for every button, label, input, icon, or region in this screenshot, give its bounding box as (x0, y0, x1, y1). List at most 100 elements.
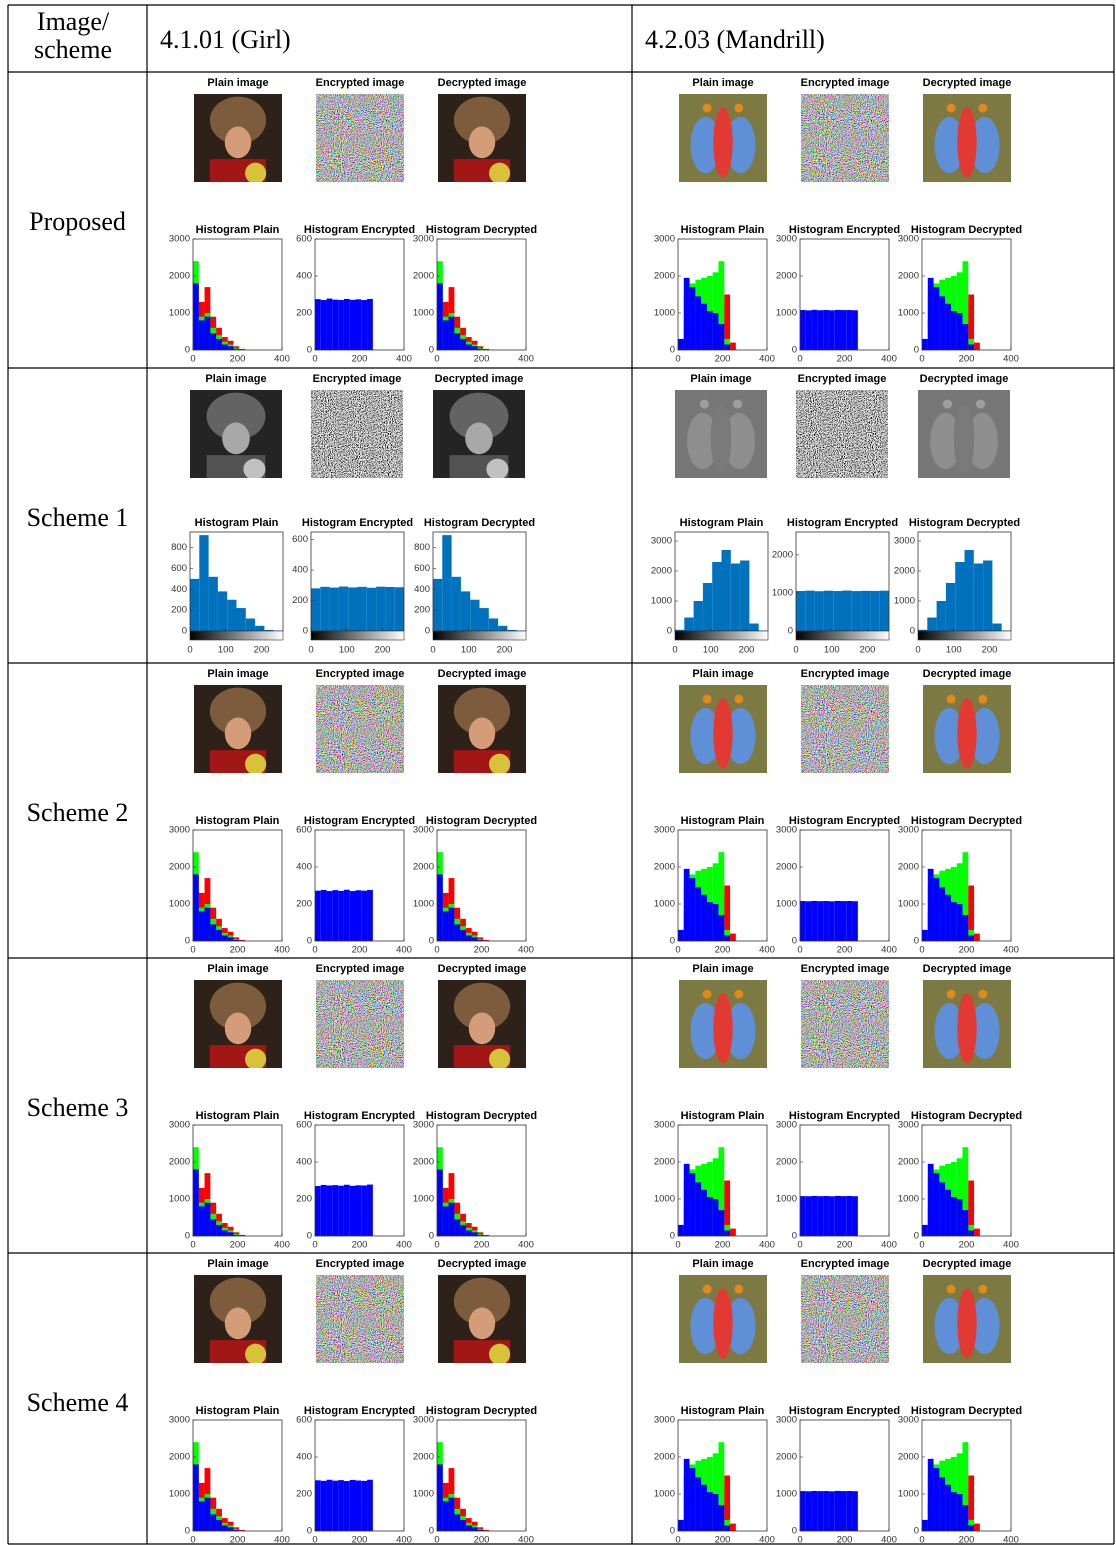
histogram-title: Histogram Decrypted (911, 815, 1022, 827)
histogram-bar (928, 1459, 934, 1531)
image-title: Encrypted image (798, 373, 887, 385)
y-tick-label: 3000 (169, 234, 190, 245)
histogram-bar (222, 1230, 228, 1236)
y-tick-label: 2000 (169, 271, 190, 282)
picture (194, 94, 282, 184)
flowers (489, 1344, 510, 1365)
y-tick-label: 2000 (413, 862, 434, 873)
histogram-bar (355, 890, 361, 941)
x-tick-label: 400 (396, 354, 412, 365)
histogram-bar (937, 601, 946, 631)
histogram-bar (690, 1173, 696, 1236)
histogram-bar (962, 1210, 968, 1236)
page: Plain imageEncrypted imageDecrypted imag… (0, 0, 1116, 1545)
histogram-title: Histogram Plain (681, 1405, 765, 1417)
histogram-bar (367, 1185, 373, 1236)
image-title: Encrypted image (316, 77, 405, 89)
nose (713, 698, 732, 768)
histogram-bar (237, 608, 246, 631)
nose (713, 107, 732, 177)
y-tick-label: 2000 (413, 1157, 434, 1168)
y-tick-label: 1000 (654, 899, 675, 910)
y-tick-label: 2000 (894, 566, 915, 577)
histogram-bar (852, 1196, 858, 1236)
x-tick-label: 200 (959, 354, 975, 365)
y-tick-label: 2000 (898, 1157, 919, 1168)
y-tick-label: 2000 (654, 1452, 675, 1463)
histogram-bar (344, 890, 350, 941)
histogram-title: Histogram Decrypted (911, 1405, 1022, 1417)
x-tick-label: 0 (919, 354, 924, 365)
histogram-bar (852, 1491, 858, 1531)
y-tick-label: 0 (429, 1231, 434, 1242)
histogram-bar (193, 874, 199, 941)
x-tick-label: 200 (352, 1535, 368, 1545)
picture-content (194, 685, 282, 775)
histogram-bar (454, 1219, 460, 1236)
histogram-bar (823, 901, 829, 941)
row-label: Scheme 3 (8, 1094, 147, 1122)
histogram-bar (951, 311, 957, 350)
x-tick-label: 200 (715, 1535, 731, 1545)
noise (316, 1275, 404, 1363)
face (469, 1013, 495, 1045)
y-tick-label: 600 (296, 825, 312, 836)
picture (801, 1275, 889, 1363)
flowers (243, 459, 265, 480)
histogram-bar (730, 1524, 736, 1531)
y-tick-label: 600 (171, 563, 187, 574)
eye (947, 990, 956, 999)
x-tick-label: 400 (396, 945, 412, 956)
noise (801, 94, 889, 182)
y-tick-label: 3000 (413, 1415, 434, 1426)
histogram-bar (829, 1196, 835, 1236)
histogram-bar (350, 300, 356, 350)
picture (923, 1275, 1011, 1363)
y-tick-label: 1000 (654, 1489, 675, 1500)
histogram-bar (228, 937, 234, 941)
histogram-bar (332, 1481, 338, 1531)
histogram-bar (350, 891, 356, 941)
histogram-bar (466, 1230, 472, 1236)
y-tick-label: 0 (792, 1526, 797, 1537)
row-label: Proposed (8, 208, 147, 236)
histogram-title: Histogram Decrypted (426, 815, 537, 827)
histogram-bar (327, 891, 333, 941)
picture (311, 390, 403, 478)
y-tick-label: 1000 (169, 1489, 190, 1500)
x-tick-label: 200 (837, 354, 853, 365)
histogram-title: Histogram Plain (196, 1405, 280, 1417)
y-tick-label: 200 (292, 595, 308, 606)
histogram-title: Histogram Encrypted (304, 815, 415, 827)
noise (316, 685, 404, 773)
histogram-bar (472, 937, 478, 941)
histogram-bar (805, 591, 814, 631)
image-title: Encrypted image (801, 668, 890, 680)
histogram-title: Histogram Plain (681, 815, 765, 827)
histogram-bar (823, 1196, 829, 1236)
histogram-bar (846, 901, 852, 941)
histogram-bar (190, 579, 199, 631)
x-tick-label: 400 (396, 1535, 412, 1545)
histogram-bar (222, 1525, 228, 1531)
histogram-bar (209, 577, 218, 631)
y-tick-label: 0 (914, 345, 919, 356)
histogram-bar (344, 299, 350, 350)
y-tick-label: 1000 (169, 1194, 190, 1205)
y-tick-label: 0 (670, 1231, 675, 1242)
histogram-bar (361, 300, 367, 350)
y-tick-label: 1000 (776, 1489, 797, 1500)
histogram-bar (205, 1498, 211, 1531)
y-tick-label: 2000 (654, 271, 675, 282)
histogram-bar (472, 346, 478, 350)
colorbar (311, 631, 404, 640)
histogram-bar (355, 1185, 361, 1236)
histogram-bar (449, 908, 455, 941)
flowers (489, 163, 510, 184)
histogram-bar (442, 535, 451, 631)
histogram-bar (454, 333, 460, 350)
histogram-bar (951, 1197, 957, 1236)
nose (713, 1288, 732, 1358)
histogram-bar (718, 1505, 724, 1531)
histogram-bar (945, 895, 951, 941)
